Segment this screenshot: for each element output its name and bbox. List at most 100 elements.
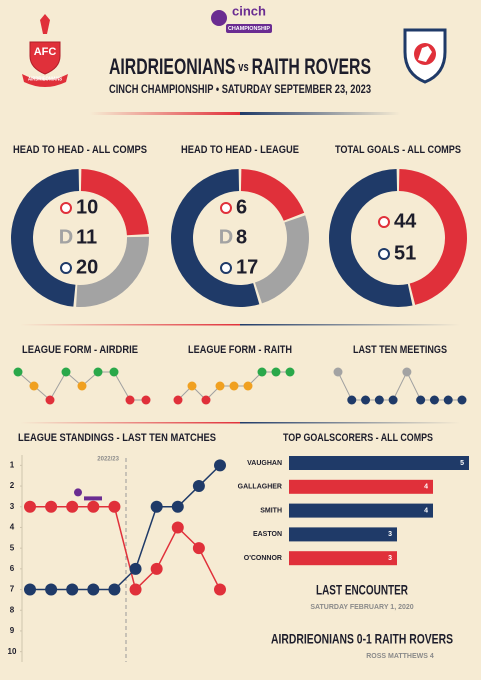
bar-category: SMITH	[260, 507, 282, 514]
value-label: 10	[76, 196, 98, 218]
standings-dot	[214, 583, 226, 596]
form-dot	[93, 367, 103, 377]
league-logo: cinch CHAMPIONSHIP	[211, 3, 272, 33]
logo-band	[84, 496, 102, 501]
chart-title: TOTAL GOALS - ALL COMPS	[335, 144, 461, 156]
form-dot	[388, 395, 398, 405]
standings-dot	[66, 583, 79, 596]
standings-dot	[24, 500, 36, 513]
team-icon	[60, 262, 72, 274]
form-line	[337, 370, 462, 401]
form-dot	[215, 381, 225, 391]
y-tick-label: 8	[10, 605, 15, 614]
league-logo-brand: cinch	[232, 3, 266, 18]
standings-line	[30, 506, 221, 591]
standings-dot	[192, 542, 205, 555]
form-dot	[257, 367, 267, 377]
standings-dot	[150, 562, 163, 575]
standings-dot	[214, 459, 226, 472]
team-icon-shape	[378, 248, 390, 260]
team-icon-shape	[220, 262, 232, 274]
form-dot	[141, 395, 151, 405]
y-tick-label: 4	[10, 523, 15, 532]
divider	[90, 112, 240, 115]
y-tick-label: 9	[10, 626, 15, 635]
category-label: D	[219, 226, 233, 248]
team-icon-shape	[220, 202, 232, 214]
donut-segment	[171, 169, 260, 307]
form-dot	[271, 367, 281, 377]
bar-category: EASTON	[253, 531, 282, 538]
last-encounter-date: SATURDAY FEBRUARY 1, 2020	[310, 604, 413, 611]
team-icon-shape	[60, 202, 72, 214]
bar	[289, 527, 397, 542]
form-dot	[443, 395, 453, 405]
team-icon	[378, 248, 390, 260]
form-dot	[416, 395, 426, 405]
standings-dot	[171, 500, 184, 513]
divider	[20, 324, 240, 326]
value-label: 11	[76, 226, 97, 248]
chart-title: LEAGUE STANDINGS - LAST TEN MATCHES	[18, 432, 216, 444]
standings-dot	[45, 583, 58, 596]
y-tick-label: 7	[10, 585, 15, 594]
form-dot	[243, 381, 253, 391]
standings-dot	[150, 500, 163, 513]
y-tick-label: 10	[8, 647, 17, 656]
divider	[240, 324, 460, 326]
home-badge: AFC AIRDRIEONIANS	[22, 14, 68, 87]
bar-category: VAUGHAN	[247, 460, 282, 467]
value-label: 20	[76, 256, 98, 278]
value-label: 44	[394, 210, 417, 232]
donut-segment	[398, 169, 468, 305]
league-logo-small	[74, 488, 102, 501]
form-dot	[77, 381, 87, 391]
team-icon	[220, 262, 232, 274]
home-badge-name: AIRDRIEONIANS	[28, 76, 63, 82]
bar-category: GALLAGHER	[238, 484, 282, 491]
annotation: 2022/23	[97, 457, 119, 463]
form-dot	[229, 381, 239, 391]
last-encounter-scorers: ROSS MATTHEWS 4	[366, 653, 434, 660]
bar	[289, 503, 433, 518]
divider	[240, 112, 400, 115]
y-tick-label: 5	[10, 543, 15, 552]
chart-title: LAST TEN MEETINGS	[353, 344, 447, 356]
standings-dot	[129, 562, 142, 575]
bar	[289, 479, 433, 494]
form-dot	[187, 381, 197, 391]
form-dot	[429, 395, 439, 405]
bar-value: 3	[388, 555, 392, 562]
form-dot	[125, 395, 135, 405]
form-dot	[347, 395, 357, 405]
standings-dot	[87, 583, 100, 596]
form-dot	[361, 395, 371, 405]
team-icon	[220, 202, 232, 214]
value-label: 6	[236, 196, 247, 218]
divider	[20, 422, 240, 424]
chart-title: TOP GOALSCORERS - ALL COMPS	[283, 432, 433, 444]
standings-dot	[87, 500, 100, 513]
donut-segment	[240, 169, 305, 221]
form-dot	[402, 367, 412, 377]
standings-dot	[171, 521, 184, 534]
y-tick-label: 3	[10, 502, 15, 511]
category-label: D	[59, 226, 73, 248]
donut-segment	[10, 169, 80, 307]
value-label: 8	[236, 226, 247, 248]
chart-title: HEAD TO HEAD - LEAGUE	[181, 144, 299, 156]
donut-segment	[329, 169, 413, 307]
league-logo-name: CHAMPIONSHIP	[228, 26, 270, 32]
bar-value: 4	[424, 484, 428, 491]
bar-category: O'CONNOR	[244, 555, 282, 562]
last-encounter-title: LAST ENCOUNTER	[316, 582, 408, 598]
form-dot	[45, 395, 55, 405]
logo-dot	[74, 488, 82, 497]
donut-segment	[76, 236, 150, 307]
value-label: 17	[236, 256, 258, 278]
standings-dot	[45, 500, 58, 513]
donut-segment	[80, 169, 149, 236]
form-dot	[201, 395, 211, 405]
away-team: RAITH ROVERS	[252, 54, 371, 79]
